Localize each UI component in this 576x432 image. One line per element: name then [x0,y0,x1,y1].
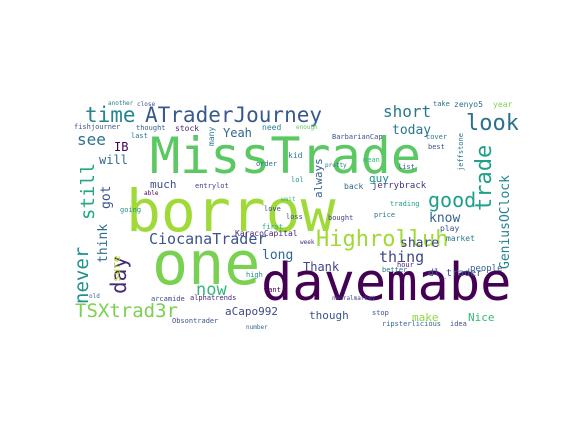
word-idea: idea [450,320,467,328]
word-karacocapital: KaracoCapital [235,229,298,238]
word-short: short [383,102,432,121]
word-week: week [300,239,315,246]
word-yeah: Yeah [223,126,252,140]
word-ciocanatrader: CiocanaTrader [149,230,267,248]
word-will: will [99,153,128,167]
word-mean: mean [363,156,380,164]
word-ib: IB [114,140,129,154]
word-kid: kid [288,151,303,160]
word-nice: Nice [468,311,495,324]
word-barbariancap: BarbarianCap [332,133,383,141]
word-lol: lol [291,176,304,184]
word-take: take [433,100,450,108]
word-another: another [108,100,134,107]
word-love: love [264,205,281,213]
word-though: though [309,309,349,322]
word-order: order [256,160,278,168]
word-ripsterlicious: ripsterlicious [382,320,442,328]
word-stop: stop [372,309,389,317]
word-long: long [262,248,294,263]
word-cover: cover [426,133,448,141]
word-guy: guy [369,172,389,185]
word-share: share [400,236,440,251]
word-obsontrader: Obsontrader [172,317,219,325]
word-loss: loss [286,213,303,221]
word-able: able [144,190,159,197]
word-market: market [446,234,475,243]
word-better: better [382,266,408,274]
word-jeffstone: jeffstone [457,133,465,171]
word-good: good [428,188,477,212]
word-back: back [344,182,364,191]
word-best: best [428,143,445,151]
word-need: need [262,123,282,132]
word-now: now [196,280,227,300]
word-see: see [77,130,106,149]
word-geniusoclock: GeniusOClock [498,175,513,269]
word-thought: thought [136,124,166,132]
word-wait: wait [281,196,296,203]
word-know: know [429,211,461,226]
word-year: year [493,100,513,109]
word-tsxtrad3r: TSXtrad3r [75,300,178,322]
word-zenyo5: zenyo5 [454,100,483,109]
word-misstrade: MissTrade [150,127,421,185]
word-much: much [150,178,177,191]
word-stock: stock [175,124,200,133]
word-alphatrends: alphatrends [190,294,237,302]
word-always: always [312,158,325,198]
word-borrow: borrow [126,177,336,245]
word-play: play [440,224,460,233]
word-trading: trading [390,200,420,208]
word-want: want [264,286,281,294]
word-sure: sure [110,255,123,283]
word-atraderjourney: ATraderJourney [145,103,323,127]
word-fishjourner: fishjourner [74,123,121,131]
word-look: look [466,111,518,136]
word-make: make [412,311,439,324]
word-enough: enough [296,124,318,131]
word-pretty: pretty [325,162,347,169]
word-hour: hour [397,261,414,269]
word-davemabe: davemabe [261,253,512,313]
word-time: time [85,103,136,127]
word-bought: bought [328,214,354,222]
word-arcamide: arcamide [151,295,185,303]
word-dl-trader: dl_trader [428,268,483,279]
word-close: close [137,101,156,108]
word-price: price [374,211,396,219]
word-still: still [77,162,99,220]
word-today: today [392,123,432,138]
word-last: last [131,132,148,140]
word-thing: thing [379,248,425,266]
word-first: first [262,223,284,231]
word-think: think [96,223,111,263]
word-people: people [470,264,503,274]
word-number: number [246,324,268,331]
word-entrylot: entrylot [195,182,229,190]
word-trade: trade [472,144,497,211]
word-got: got [99,185,114,209]
word-highrolluh: Highrolluh [316,227,449,252]
word-going: going [120,206,142,214]
word-thank: Thank [303,260,340,274]
word-acapo992: aCapo992 [225,305,278,318]
word-list: list [398,163,415,171]
word-many: many [207,126,216,146]
word-old: old [89,293,100,300]
word-high: high [246,271,263,279]
word-one: one [152,229,261,299]
word-cloud: MissTrade borrow one davemabe ATraderJou… [72,99,518,335]
word-jerrybrack: jerrybrack [372,181,427,191]
word-neuralmarket: neuralmarket [332,295,376,302]
